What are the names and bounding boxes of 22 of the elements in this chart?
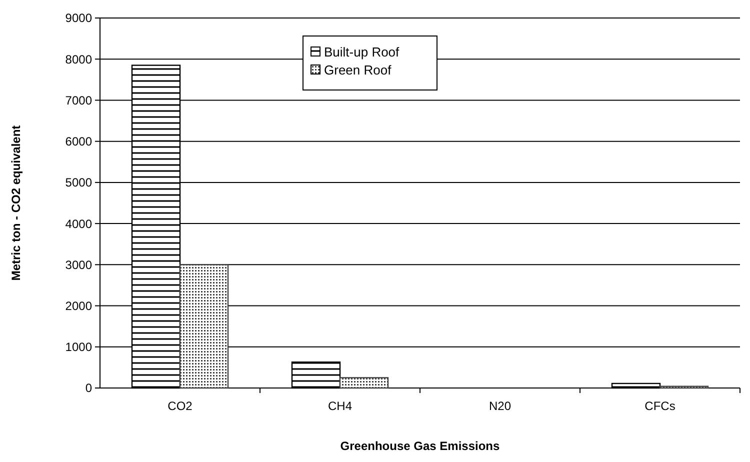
x-tick-label: CO2 [168, 399, 193, 413]
bar [291, 362, 341, 389]
y-tick-label: 7000 [65, 93, 92, 108]
bar [611, 382, 661, 389]
y-tick-label: 9000 [65, 11, 92, 26]
y-tick-label: 3000 [65, 258, 92, 272]
x-axis-title: Greenhouse Gas Emissions [340, 439, 500, 453]
x-tick-label: N20 [488, 399, 512, 413]
y-tick-label: 2000 [65, 298, 92, 313]
y-tick-label: 0 [85, 381, 92, 396]
y-tick-label: 6000 [65, 134, 92, 149]
x-tick-label: CH4 [328, 399, 352, 413]
bar [179, 264, 229, 389]
y-tick-label: 4000 [65, 216, 92, 231]
bar [339, 377, 389, 389]
y-tick-label: 8000 [65, 52, 92, 66]
y-axis-title: Metric ton - CO2 equivalent [9, 125, 23, 281]
legend-label: Built-up Roof [324, 44, 400, 60]
x-tick-label: CFCs [644, 399, 676, 413]
legend-label: Green Roof [324, 62, 392, 78]
y-tick-label: 5000 [65, 176, 92, 190]
y-tick-label: 1000 [65, 340, 92, 354]
